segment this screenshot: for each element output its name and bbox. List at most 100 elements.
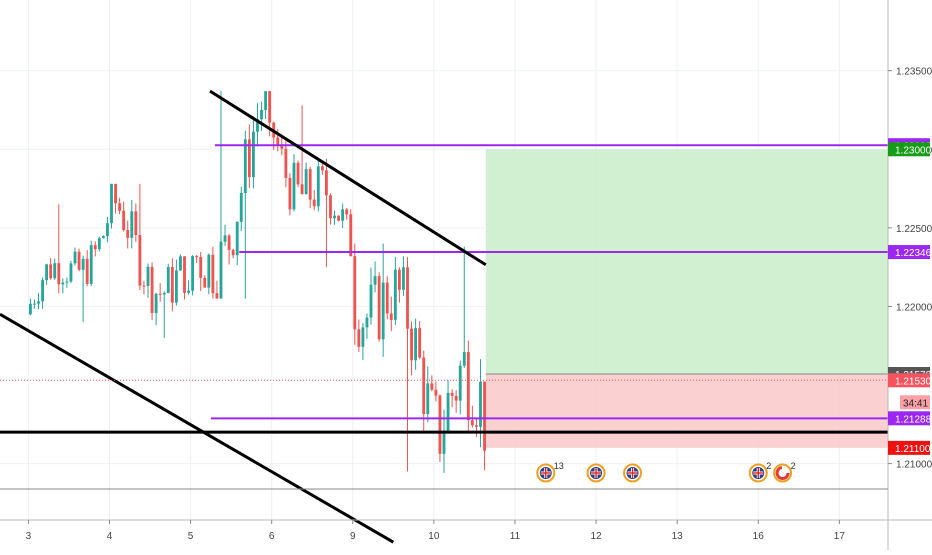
drawings[interactable] xyxy=(0,89,888,544)
candle-body xyxy=(381,282,385,340)
candle-body xyxy=(288,177,292,210)
candle-body xyxy=(101,236,105,239)
candle-body xyxy=(324,170,328,196)
candle-body xyxy=(203,277,207,288)
badge-bg xyxy=(888,440,930,455)
candle-body xyxy=(361,327,365,347)
candle-body xyxy=(312,199,316,207)
candle-body xyxy=(231,249,235,256)
uk-flag-icon[interactable] xyxy=(623,463,643,483)
candle-body xyxy=(150,266,154,313)
event-markers[interactable]: 13 2 2 xyxy=(536,461,796,483)
candle-body xyxy=(369,284,373,318)
candle-body xyxy=(219,241,223,299)
candle-body xyxy=(45,264,49,281)
candle-body xyxy=(110,183,113,224)
candle-body xyxy=(406,267,409,329)
marker-count: 13 xyxy=(554,461,564,471)
candle-body xyxy=(142,285,146,287)
candle-body xyxy=(280,146,284,149)
candle-body xyxy=(410,328,413,361)
candle-body xyxy=(345,209,349,215)
candle-body xyxy=(292,162,296,210)
badge-label: 1.23000 xyxy=(895,145,932,156)
badge-bg xyxy=(888,142,930,157)
candle-body xyxy=(434,389,438,396)
stop-zone[interactable] xyxy=(485,374,888,448)
candle-body xyxy=(260,109,263,120)
position-tool[interactable] xyxy=(485,149,888,448)
candle-body xyxy=(414,328,418,361)
price-tick-label[interactable]: 1.22500 xyxy=(896,224,932,235)
candle-body xyxy=(179,256,182,271)
candle-body xyxy=(28,303,32,315)
time-tick-label[interactable]: 5 xyxy=(188,531,194,542)
price-badges: 1.230261.230001.223461.215701.215301.212… xyxy=(888,138,932,455)
price-tick-label[interactable]: 1.22000 xyxy=(896,302,932,313)
candle-body xyxy=(365,317,369,328)
candle-body xyxy=(239,192,243,222)
badge-label: 1.21530 xyxy=(895,376,932,387)
candle-body xyxy=(349,214,353,257)
candle-body xyxy=(402,267,405,290)
candle-body xyxy=(268,91,272,123)
candle-body xyxy=(49,264,53,279)
candle-body xyxy=(475,425,478,427)
candle-body xyxy=(418,328,422,358)
time-tick-label[interactable]: 10 xyxy=(428,531,440,542)
candle-body xyxy=(276,137,280,147)
time-tick-label[interactable]: 16 xyxy=(753,531,765,542)
countdown-label: 34:41 xyxy=(903,398,928,409)
price-tick-label[interactable]: 1.21000 xyxy=(896,460,932,471)
candle-body xyxy=(483,381,486,451)
candle-body xyxy=(211,254,215,294)
candle-body xyxy=(333,215,336,219)
candle-body xyxy=(337,215,340,221)
candle-body xyxy=(235,221,239,256)
candle-body xyxy=(114,183,117,204)
badge-bg xyxy=(888,411,930,426)
candle-body xyxy=(118,203,122,211)
badge-label: 1.21288 xyxy=(895,414,932,425)
time-tick-label[interactable]: 9 xyxy=(350,531,356,542)
candle-body xyxy=(284,148,288,178)
time-tick-label[interactable]: 13 xyxy=(672,531,684,542)
candle-body xyxy=(385,282,389,314)
candle-body xyxy=(33,303,36,305)
price-badge: 1.21288 xyxy=(888,411,932,426)
candle-body xyxy=(243,139,247,193)
candle-body xyxy=(199,256,203,278)
uk-flag-icon[interactable]: 2 xyxy=(748,461,772,483)
time-tick-label[interactable]: 6 xyxy=(269,531,275,542)
target-zone[interactable] xyxy=(485,149,888,374)
trendline[interactable] xyxy=(0,312,395,544)
candle-body xyxy=(377,276,381,340)
dividend-icon[interactable]: 2 xyxy=(773,461,796,483)
time-tick-label[interactable]: 4 xyxy=(107,531,113,542)
candle-body xyxy=(81,258,85,270)
candle-body xyxy=(329,195,332,219)
time-tick-label[interactable]: 11 xyxy=(510,531,521,542)
price-tick-label[interactable]: 1.23500 xyxy=(896,67,932,78)
uk-flag-icon[interactable]: 13 xyxy=(536,461,564,483)
price-badge: 1.21100 xyxy=(888,440,931,455)
trendline[interactable] xyxy=(209,89,487,267)
candle-body xyxy=(69,263,73,282)
uk-flag-icon[interactable] xyxy=(586,463,606,483)
candle-body xyxy=(138,235,142,286)
candle-body xyxy=(93,245,97,250)
candle-body xyxy=(454,395,458,401)
time-tick-label[interactable]: 3 xyxy=(26,531,32,542)
candle-body xyxy=(247,139,251,178)
time-tick-label[interactable]: 12 xyxy=(590,531,602,542)
candle-body xyxy=(126,229,130,238)
candle-body xyxy=(458,365,462,401)
candle-body xyxy=(130,211,134,238)
time-tick-label[interactable]: 17 xyxy=(834,531,846,542)
price-badge: 1.22346 xyxy=(888,245,932,260)
candle-body xyxy=(296,162,300,185)
candle-body xyxy=(146,266,150,286)
candle-body xyxy=(73,251,77,264)
